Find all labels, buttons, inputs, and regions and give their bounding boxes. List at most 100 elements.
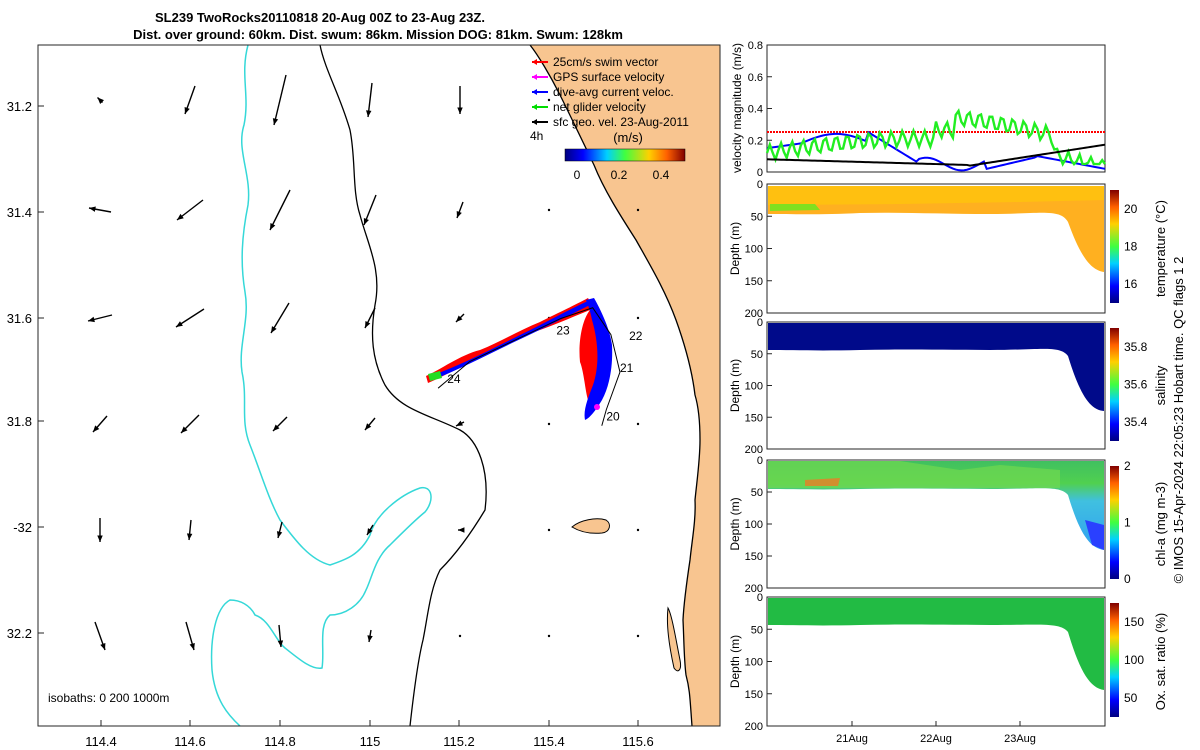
map-xtick-label: 115.2 [443, 734, 475, 749]
geostrophic-arrow [94, 621, 106, 651]
chla-ytick-label: 50 [751, 487, 763, 499]
salinity-cbar-tick: 35.4 [1124, 415, 1148, 429]
oxygen-cbar-tick: 50 [1124, 691, 1138, 705]
oxygen-cbar-tick: 100 [1124, 653, 1144, 667]
map-xtick-label: 114.6 [174, 734, 206, 749]
chla-ytick-label: 100 [745, 519, 763, 531]
chla-cbar-tick: 2 [1124, 459, 1131, 473]
day-label: 20 [606, 409, 620, 423]
geostrophic-arrow [636, 208, 640, 212]
chla-cbar-label: chl-a (mg m-3) [1153, 482, 1168, 567]
chla-ytick-label: 200 [745, 583, 763, 595]
oxygen-cbar-label: Ox. sat. ratio (%) [1153, 613, 1168, 711]
temperature-ytick-label: 0 [757, 179, 763, 191]
isobaths-label: isobaths: 0 200 1000m [48, 691, 169, 705]
legend-label: net glider velocity [553, 100, 646, 114]
temperature-colorbar [1110, 190, 1119, 303]
geostrophic-arrow [636, 634, 640, 638]
geostrophic-arrow [547, 208, 551, 212]
geostrophic-arrow [547, 634, 551, 638]
day-labels: 20 21 22 23 24 [447, 324, 643, 424]
track-net-green [428, 371, 442, 381]
geostrophic-arrow [458, 634, 462, 638]
velocity-ytick-label: 0.2 [748, 135, 763, 147]
map-ytick-label: -32 [13, 520, 32, 535]
geostrophic-arrow [364, 417, 376, 431]
day-label: 24 [447, 372, 461, 386]
legend-time-label: 4h [530, 129, 543, 143]
oxygen-ylabel: Depth (m) [728, 635, 742, 688]
velocity-panel: 0 0.2 0.4 0.6 0.8 velocity magnitude (m/s) [730, 40, 1106, 179]
gps-surface-velocity-marker [594, 404, 600, 410]
temperature-ylabel: Depth (m) [728, 222, 742, 275]
map-x-axis: 114.4 114.6 114.8 115 115.2 115.4 115.6 [85, 720, 654, 749]
temperature-cbar-tick: 16 [1124, 277, 1138, 291]
temperature-cbar-tick: 18 [1124, 240, 1138, 254]
map-xtick-label: 115.4 [533, 734, 565, 749]
geostrophic-arrow [176, 199, 204, 221]
net-glider-velocity-line [765, 108, 1106, 167]
chla-ytick-label: 0 [757, 455, 763, 467]
salinity-ytick-label: 0 [757, 317, 763, 329]
geostrophic-velocity-line [766, 143, 1106, 167]
chla-cbar-tick: 0 [1124, 572, 1131, 586]
oxygen-ytick-label: 200 [745, 721, 763, 733]
map-ytick-label: 31.4 [7, 205, 32, 220]
map-ytick-label: 31.6 [7, 311, 32, 326]
map-ytick-label: 31.8 [7, 414, 32, 429]
salinity-ytick-label: 50 [751, 349, 763, 361]
map-colorbar-tick: 0.4 [653, 168, 670, 182]
track-line [437, 307, 621, 426]
legend-label: sfc geo. vel. 23-Aug-2011 [553, 115, 689, 129]
geostrophic-arrow [636, 528, 640, 532]
geostrophic-arrow [92, 415, 108, 433]
map-colorbar-tick: 0 [574, 168, 581, 182]
geostrophic-arrow [276, 521, 283, 539]
salinity-cbar-label: salinity [1153, 365, 1168, 405]
chla-blue-patch [1085, 520, 1104, 550]
temperature-ytick-label: 50 [751, 211, 763, 223]
chla-ylabel: Depth (m) [728, 497, 742, 550]
day-label: 21 [620, 361, 634, 375]
salinity-ytick-label: 100 [745, 381, 763, 393]
legend-arrowhead [532, 59, 537, 65]
chla-cbar-tick: 1 [1124, 516, 1131, 530]
salinity-section [768, 323, 1104, 411]
legend-arrowhead [532, 74, 537, 80]
figure-title-line1: SL239 TwoRocks20110818 20-Aug 00Z to 23-… [155, 10, 485, 25]
map-axes-box [37, 44, 721, 727]
oxygen-section [768, 598, 1104, 690]
geostrophic-arrow [455, 420, 465, 427]
salinity-ylabel: Depth (m) [728, 359, 742, 412]
geostrophic-arrow [456, 201, 464, 219]
temperature-ytick-label: 100 [745, 244, 763, 256]
velocity-ytick-label: 0.6 [748, 72, 763, 84]
isobath-200m [319, 44, 487, 727]
salinity-cbar-tick: 35.6 [1124, 378, 1148, 392]
map-xtick-label: 115.6 [622, 734, 654, 749]
geostrophic-arrow [87, 314, 113, 323]
salinity-colorbar [1110, 328, 1119, 441]
geostrophic-arrow [272, 74, 287, 126]
temperature-ytick-label: 200 [745, 308, 763, 320]
day-label: 22 [629, 329, 643, 343]
oxygen-ytick-label: 100 [745, 657, 763, 669]
temperature-upper-layer [768, 186, 1104, 205]
map-xtick-label: 114.4 [85, 734, 117, 749]
geostrophic-arrow [186, 519, 193, 541]
map-ytick-label: 31.2 [7, 99, 32, 114]
map-colorbar-title: (m/s) [613, 130, 643, 145]
map-ytick-label: 32.2 [7, 626, 32, 641]
legend-arrowhead [532, 119, 537, 125]
velocity-ytick-label: 0.4 [748, 104, 763, 116]
geostrophic-arrow [175, 308, 205, 328]
map-colorbar [564, 148, 686, 162]
map-colorbar-tick: 0.2 [611, 168, 628, 182]
temperature-cbar-tick: 20 [1124, 202, 1138, 216]
geostrophic-arrow [364, 307, 376, 329]
chla-colorbar [1110, 466, 1119, 579]
map-xtick-label: 115 [360, 734, 381, 749]
